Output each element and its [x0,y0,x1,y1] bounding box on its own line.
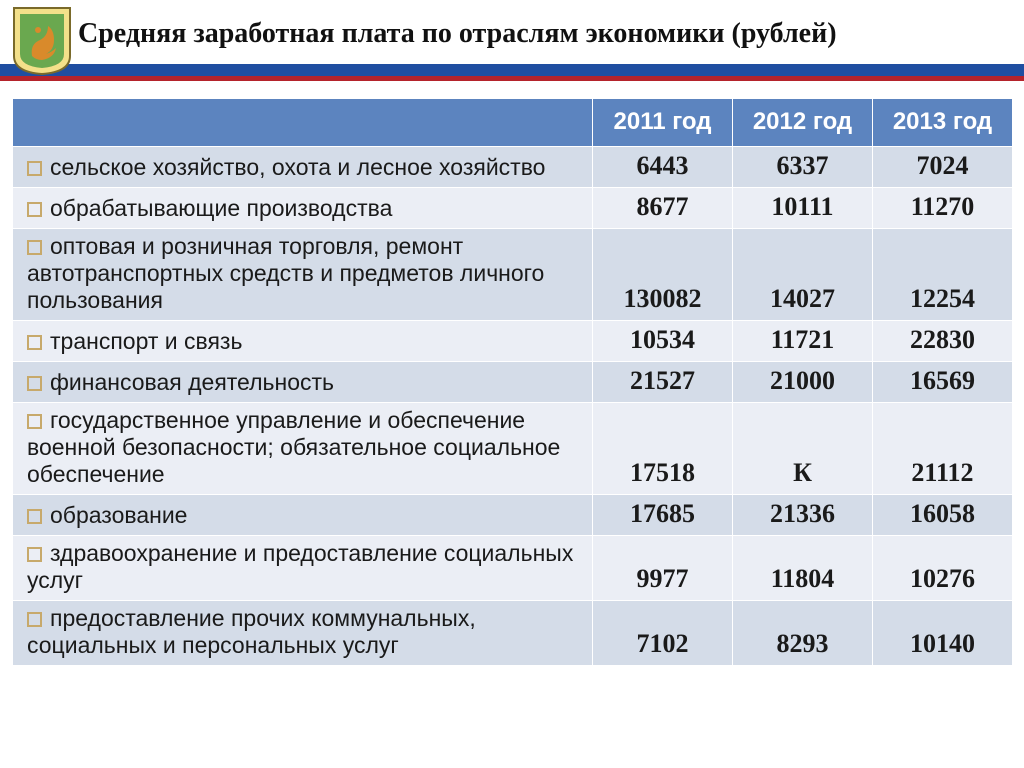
row-label: государственное управление и обеспечение… [13,403,593,495]
divider-red [0,76,1024,81]
row-value: 17685 [593,495,733,536]
table-row: предоставление прочих коммунальных, соци… [13,601,1013,666]
emblem-icon [12,6,72,76]
table-row: финансовая деятельность215272100016569 [13,362,1013,403]
table-header-col: 2011 год [593,99,733,147]
divider-blue [0,64,1024,76]
bullet-icon [27,161,42,176]
row-value: 21000 [733,362,873,403]
row-value: 21527 [593,362,733,403]
row-value: 8293 [733,601,873,666]
bullet-icon [27,509,42,524]
row-value: 16569 [873,362,1013,403]
row-label: здравоохранение и предоставление социаль… [13,536,593,601]
table-row: образование176852133616058 [13,495,1013,536]
row-value: 21112 [873,403,1013,495]
row-value: 22830 [873,321,1013,362]
row-value: 10276 [873,536,1013,601]
row-label: оптовая и розничная торговля, ремонт авт… [13,229,593,321]
bullet-icon [27,547,42,562]
bullet-icon [27,414,42,429]
row-value: 10140 [873,601,1013,666]
row-value: 7102 [593,601,733,666]
row-value: 16058 [873,495,1013,536]
row-label: обрабатывающие производства [13,188,593,229]
header: Средняя заработная плата по отраслям эко… [0,0,1024,98]
row-value: 130082 [593,229,733,321]
table-row: здравоохранение и предоставление социаль… [13,536,1013,601]
row-value: 14027 [733,229,873,321]
bullet-icon [27,335,42,350]
row-value: 11804 [733,536,873,601]
row-label: сельское хозяйство, охота и лесное хозяй… [13,147,593,188]
table-row: государственное управление и обеспечение… [13,403,1013,495]
row-value: 11270 [873,188,1013,229]
table-header-row: 2011 год 2012 год 2013 год [13,99,1013,147]
row-value: 6443 [593,147,733,188]
row-value: 21336 [733,495,873,536]
row-value: 12254 [873,229,1013,321]
bullet-icon [27,612,42,627]
row-value: 10111 [733,188,873,229]
row-value: 8677 [593,188,733,229]
table-header-blank [13,99,593,147]
row-value: К [733,403,873,495]
table-row: оптовая и розничная торговля, ремонт авт… [13,229,1013,321]
table-row: транспорт и связь105341172122830 [13,321,1013,362]
table-header-col: 2013 год [873,99,1013,147]
bullet-icon [27,376,42,391]
salary-table: 2011 год 2012 год 2013 год сельское хозя… [12,98,1013,666]
bullet-icon [27,202,42,217]
row-label: образование [13,495,593,536]
row-label: предоставление прочих коммунальных, соци… [13,601,593,666]
row-value: 10534 [593,321,733,362]
row-value: 11721 [733,321,873,362]
row-label: транспорт и связь [13,321,593,362]
row-value: 17518 [593,403,733,495]
row-value: 9977 [593,536,733,601]
table-row: обрабатывающие производства8677101111127… [13,188,1013,229]
row-value: 6337 [733,147,873,188]
row-label: финансовая деятельность [13,362,593,403]
table-row: сельское хозяйство, охота и лесное хозяй… [13,147,1013,188]
bullet-icon [27,240,42,255]
page-title: Средняя заработная плата по отраслям эко… [78,18,837,50]
table-header-col: 2012 год [733,99,873,147]
row-value: 7024 [873,147,1013,188]
